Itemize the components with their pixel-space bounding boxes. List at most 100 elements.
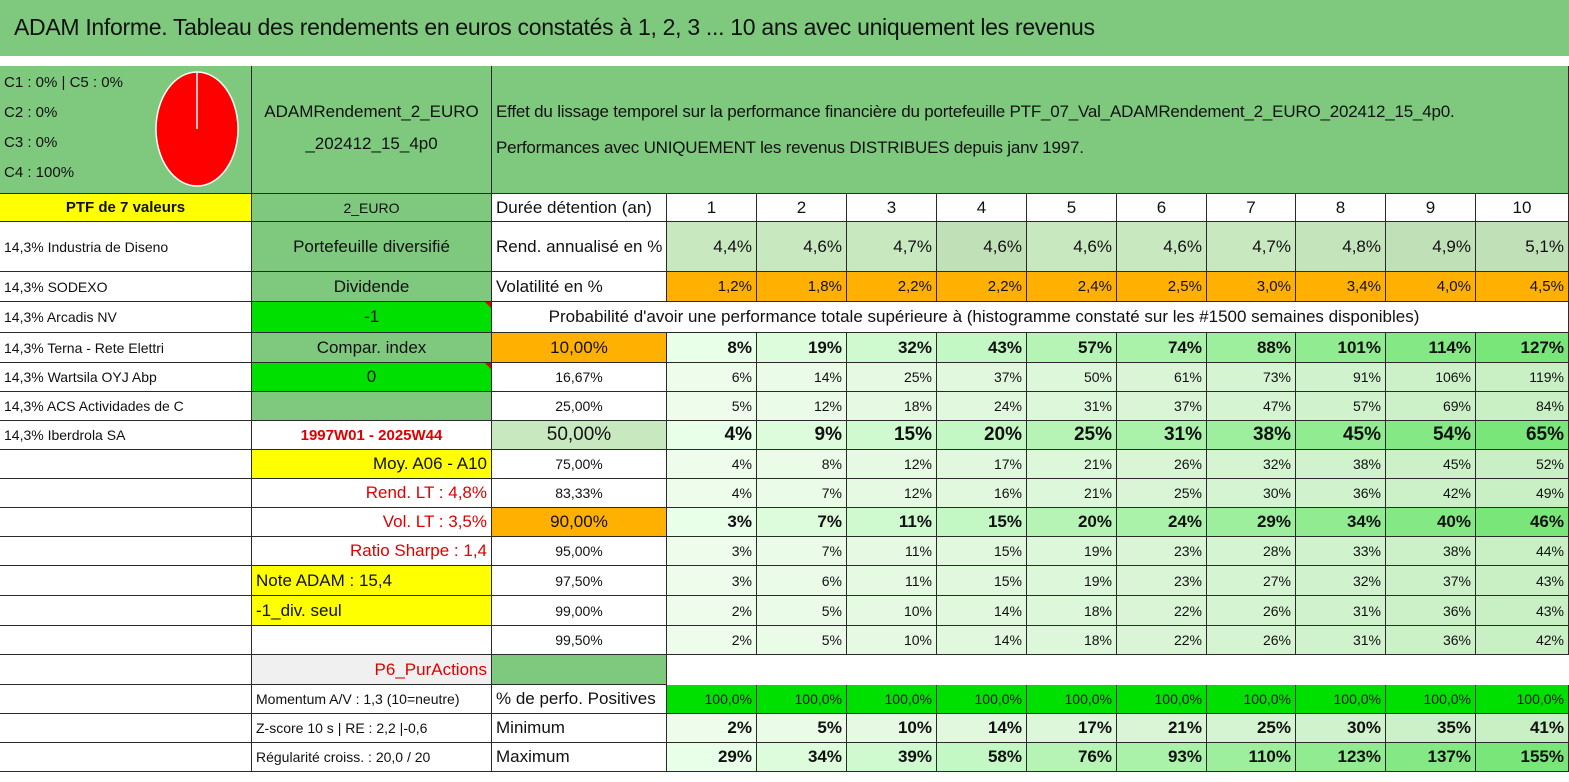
empty-cell (0, 508, 252, 537)
minimum-value: 25% (1207, 714, 1296, 743)
compar-index-label: Compar. index (252, 333, 492, 363)
minimum-value: 14% (937, 714, 1027, 743)
holding-item: 14,3% Industria de Diseno (0, 222, 252, 272)
probability-value: 19% (757, 333, 847, 363)
volatility-label: Volatilité en % (492, 272, 667, 302)
year-header: 4 (937, 194, 1027, 222)
holding-item: 14,3% ACS Actividades de C (0, 392, 252, 421)
positives-value: 100,0% (1296, 685, 1386, 714)
dividend-label: Dividende (252, 272, 492, 302)
probability-value: 8% (667, 333, 757, 363)
volatility-value: 2,2% (937, 272, 1027, 302)
probability-value: 9% (757, 421, 847, 450)
probability-value: 106% (1386, 363, 1476, 392)
rend-value: 4,6% (757, 222, 847, 272)
probability-threshold: 25,00% (492, 392, 667, 421)
empty-cell (0, 626, 252, 655)
category-c3: C3 : 0% (4, 134, 58, 151)
year-header: 2 (757, 194, 847, 222)
ratio-sharpe: Ratio Sharpe : 1,4 (252, 537, 492, 566)
probability-value: 28% (1207, 537, 1296, 566)
maximum-value: 29% (667, 743, 757, 772)
probability-value: 21% (1027, 479, 1117, 508)
probability-value: 25% (1117, 479, 1207, 508)
holdings-header: PTF de 7 valeurs (0, 194, 252, 222)
probability-value: 26% (1207, 626, 1296, 655)
probability-value: 36% (1386, 626, 1476, 655)
probability-value: 3% (667, 508, 757, 537)
probability-value: 42% (1476, 626, 1569, 655)
probability-value: 34% (1296, 508, 1386, 537)
volatility-value: 1,2% (667, 272, 757, 302)
probability-value: 10% (847, 596, 937, 626)
holding-item: 14,3% Wartsila OYJ Abp (0, 363, 252, 392)
positives-value: 100,0% (1207, 685, 1296, 714)
year-header: 10 (1476, 194, 1569, 222)
probability-value: 5% (757, 596, 847, 626)
category-c1-c5: C1 : 0% | C5 : 0% (4, 74, 123, 91)
probability-value: 24% (937, 392, 1027, 421)
probability-value: 37% (937, 363, 1027, 392)
category-c4: C4 : 100% (4, 164, 75, 181)
positives-value: 100,0% (1027, 685, 1117, 714)
probability-value: 19% (1027, 566, 1117, 596)
probability-value: 6% (667, 363, 757, 392)
minimum-label: Minimum (492, 714, 667, 743)
probability-value: 31% (1296, 596, 1386, 626)
positives-value: 100,0% (1117, 685, 1207, 714)
volatility-value: 2,5% (1117, 272, 1207, 302)
probability-value: 16% (937, 479, 1027, 508)
probability-threshold: 99,50% (492, 626, 667, 655)
probability-value: 50% (1027, 363, 1117, 392)
minimum-value: 35% (1386, 714, 1476, 743)
positives-value: 100,0% (847, 685, 937, 714)
duration-label: Durée détention (an) (492, 194, 667, 222)
maximum-value: 137% (1386, 743, 1476, 772)
probability-value: 7% (757, 508, 847, 537)
probability-value: 23% (1117, 566, 1207, 596)
probability-threshold: 75,00% (492, 450, 667, 479)
probability-value: 22% (1117, 626, 1207, 655)
vol-lt: Vol. LT : 3,5% (252, 508, 492, 537)
allocation-pie-chart (155, 71, 239, 187)
probability-threshold: 90,00% (492, 508, 667, 537)
note-adam: Note ADAM : 15,4 (252, 566, 492, 596)
volatility-value: 4,5% (1476, 272, 1569, 302)
probability-value: 14% (757, 363, 847, 392)
minimum-value: 41% (1476, 714, 1569, 743)
year-header: 3 (847, 194, 937, 222)
empty-cell (0, 479, 252, 508)
probability-value: 74% (1117, 333, 1207, 363)
probability-value: 18% (1027, 626, 1117, 655)
portfolio-name-line-1: ADAMRendement_2_EURO (264, 102, 479, 121)
probability-value: 65% (1476, 421, 1569, 450)
year-header: 9 (1386, 194, 1476, 222)
volatility-value: 2,4% (1027, 272, 1117, 302)
year-header: 5 (1027, 194, 1117, 222)
probability-value: 20% (937, 421, 1027, 450)
probability-value: 11% (847, 537, 937, 566)
moy-a06-a10: Moy. A06 - A10 (252, 450, 492, 479)
probability-value: 7% (757, 537, 847, 566)
probability-value: 73% (1207, 363, 1296, 392)
holding-item: 14,3% Iberdrola SA (0, 421, 252, 450)
volatility-value: 2,2% (847, 272, 937, 302)
probability-value: 43% (1476, 566, 1569, 596)
positives-value: 100,0% (1386, 685, 1476, 714)
probability-value: 119% (1476, 363, 1569, 392)
rend-value: 4,9% (1386, 222, 1476, 272)
holding-item: 14,3% Arcadis NV (0, 302, 252, 333)
effect-description: Effet du lissage temporel sur la perform… (492, 66, 1569, 194)
compar-index-value: 0 (252, 363, 492, 392)
empty-cell (0, 596, 252, 626)
probability-value: 3% (667, 537, 757, 566)
probability-value: 18% (1027, 596, 1117, 626)
probability-value: 36% (1386, 596, 1476, 626)
maximum-value: 110% (1207, 743, 1296, 772)
rend-value: 4,7% (847, 222, 937, 272)
probability-value: 38% (1296, 450, 1386, 479)
probability-value: 52% (1476, 450, 1569, 479)
maximum-value: 155% (1476, 743, 1569, 772)
probability-value: 14% (937, 596, 1027, 626)
probability-value: 31% (1117, 421, 1207, 450)
